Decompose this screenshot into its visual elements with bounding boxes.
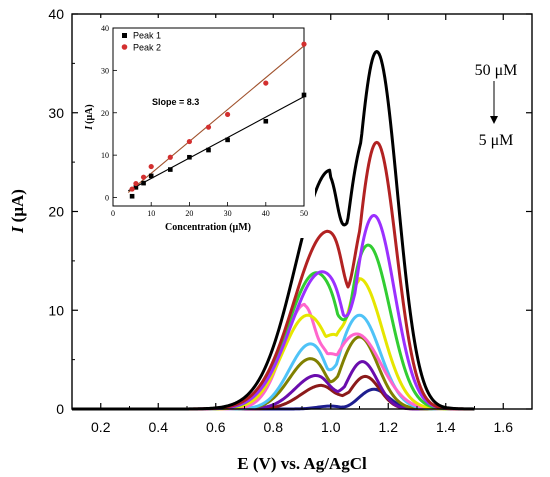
inset-point-peak-1 (141, 180, 146, 186)
annotation-bottom-concentration: 5 μM (479, 132, 514, 149)
inset-x-axis-title: Concentration (μM) (165, 222, 251, 233)
inset-y-tick-label: 30 (101, 66, 109, 75)
inset-x-tick-label: 30 (224, 209, 232, 218)
inset-background (83, 18, 315, 238)
inset-legend: Peak 1 Peak 2 (121, 31, 161, 53)
inset-point-peak-2 (225, 111, 231, 118)
inset-point-peak-1 (263, 118, 269, 124)
inset-point-peak-2 (148, 163, 154, 170)
inset-data-points (129, 41, 307, 199)
inset-y-axis-title-unit: (μA) (84, 104, 95, 124)
inset-point-peak-2 (186, 138, 192, 145)
inset-y-tick-label: 40 (101, 24, 109, 33)
main-y-tick-label: 30 (48, 105, 64, 121)
annotation-top-concentration: 50 μM (475, 62, 518, 79)
inset-point-peak-2 (301, 41, 307, 47)
svg-text:I(μA): I (μA) (8, 189, 27, 234)
inset-point-peak-2 (140, 174, 147, 180)
inset-x-ticks: 0 10 20 30 40 50 (111, 202, 308, 218)
inset-plot-frame (112, 27, 305, 207)
legend-label-peak-2: Peak 2 (133, 43, 161, 53)
inset-slope-annotation: Slope = 8.3 (152, 97, 199, 107)
inset-x-tick-label: 40 (262, 209, 270, 218)
main-x-tick-label: 1.0 (321, 419, 341, 435)
inset-y-tick-label: 10 (101, 151, 109, 160)
main-y-tick-label: 0 (56, 401, 64, 417)
inset-point-peak-1 (148, 173, 154, 179)
main-y-axis-title-symbol: I (8, 225, 27, 234)
main-y-axis-title-unit: (μA) (8, 189, 27, 222)
main-y-tick-label: 20 (48, 204, 64, 220)
inset-point-peak-1 (129, 193, 135, 199)
main-x-tick-label: 1.4 (436, 419, 456, 435)
inset-point-peak-2 (205, 124, 212, 130)
main-x-tick-label: 0.2 (91, 419, 111, 435)
main-x-tick-label: 1.2 (379, 419, 399, 435)
inset-fit-line (127, 45, 305, 193)
inset-y-tick-label: 20 (101, 109, 109, 118)
legend-marker-peak-1 (122, 33, 127, 38)
main-y-ticks: 0 10 20 30 40 (48, 6, 532, 417)
inset-point-peak-1 (168, 167, 173, 172)
main-x-tick-label: 0.4 (149, 419, 169, 435)
svg-text:I(μA): I(μA) (84, 104, 95, 130)
annotation-arrow-head (490, 116, 498, 124)
legend-label-peak-1: Peak 1 (133, 31, 161, 41)
inset-y-axis-title-symbol: I (84, 125, 95, 131)
inset-x-tick-label: 20 (185, 209, 193, 218)
main-x-tick-label: 0.6 (206, 419, 226, 435)
main-y-axis-title: I (μA) (8, 189, 27, 234)
legend-marker-peak-2 (121, 44, 128, 50)
inset-point-peak-1 (187, 154, 192, 160)
calibration-inset: 0 10 20 30 40 50 0 10 20 30 40 Peak 1 Peak 2 Slop… (83, 18, 315, 238)
inset-point-peak-1 (225, 137, 230, 143)
inset-point-peak-2 (129, 186, 135, 192)
inset-point-peak-1 (206, 147, 211, 153)
inset-point-peak-1 (301, 92, 307, 98)
main-y-tick-label: 40 (48, 6, 64, 22)
main-x-axis-title: E (V) vs. Ag/AgCl (237, 454, 367, 473)
inset-x-tick-label: 0 (111, 209, 115, 218)
inset-point-peak-2 (133, 180, 139, 187)
inset-fit-line (128, 96, 305, 192)
inset-point-peak-2 (263, 80, 269, 86)
inset-y-ticks: 0 10 20 30 40 (101, 24, 117, 203)
inset-fit-lines (127, 45, 305, 193)
main-x-tick-label: 0.8 (264, 419, 284, 435)
inset-point-peak-1 (133, 185, 139, 190)
inset-y-tick-label: 0 (105, 194, 109, 203)
inset-x-tick-label: 50 (300, 209, 308, 218)
inset-y-axis-title: I(μA) (84, 104, 95, 130)
main-y-tick-label: 10 (48, 302, 64, 318)
inset-x-tick-label: 10 (147, 209, 155, 218)
inset-point-peak-2 (167, 154, 173, 160)
main-x-tick-label: 1.6 (494, 419, 514, 435)
